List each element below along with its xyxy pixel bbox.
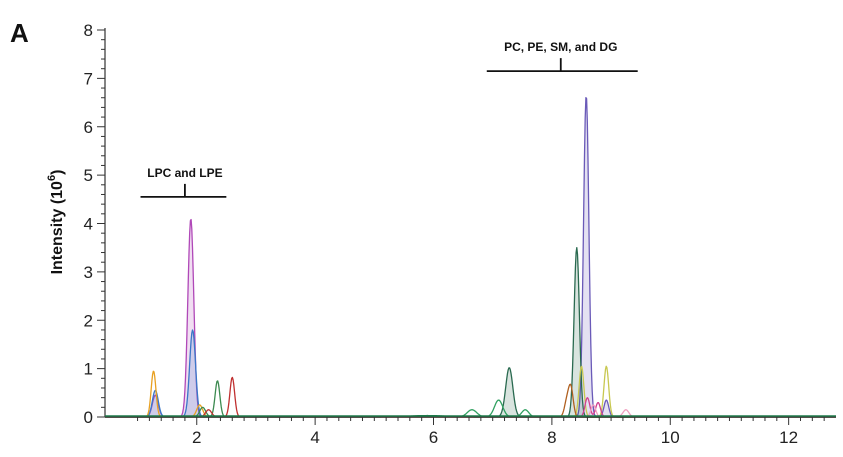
y-tick-label: 7 [84,69,93,88]
series-5-fill [105,97,836,417]
series-layer [105,96,836,418]
series-6-line [105,247,836,418]
series-3-line [105,380,836,418]
annotation-0-label: LPC and LPE [147,166,222,180]
annotation-layer: LPC and LPE PC, PE, SM, and DG [140,40,638,198]
series-0-fill [105,219,836,417]
y-tick-label: 8 [84,21,93,40]
y-tick-label: 6 [84,118,93,137]
y-tick-label: 3 [84,263,93,282]
y-tick-label: 2 [84,311,93,330]
x-tick-label: 6 [429,428,438,447]
series-5-line [105,96,836,418]
y-axis-title-close: ) [49,170,66,175]
y-tick-label: 0 [84,408,93,427]
y-axis-title: Intensity (106) [46,170,66,275]
annotation-1-label: PC, PE, SM, and DG [504,40,617,54]
series-0-line [105,218,836,418]
y-axis-title-sup: 6 [46,175,58,181]
series-7-line [105,365,836,418]
y-axis-title-main: Intensity (10 [49,181,66,274]
x-tick-label: 4 [310,428,319,447]
x-tick-label: 10 [661,428,680,447]
x-tick-label: 8 [547,428,556,447]
series-6-fill [105,247,836,417]
x-tick-label: 2 [192,428,201,447]
x-tick-label: 12 [779,428,798,447]
y-tick-label: 5 [84,166,93,185]
y-tick-label: 1 [84,360,93,379]
y-tick-label: 4 [84,215,93,234]
panel-label: A [10,18,29,48]
